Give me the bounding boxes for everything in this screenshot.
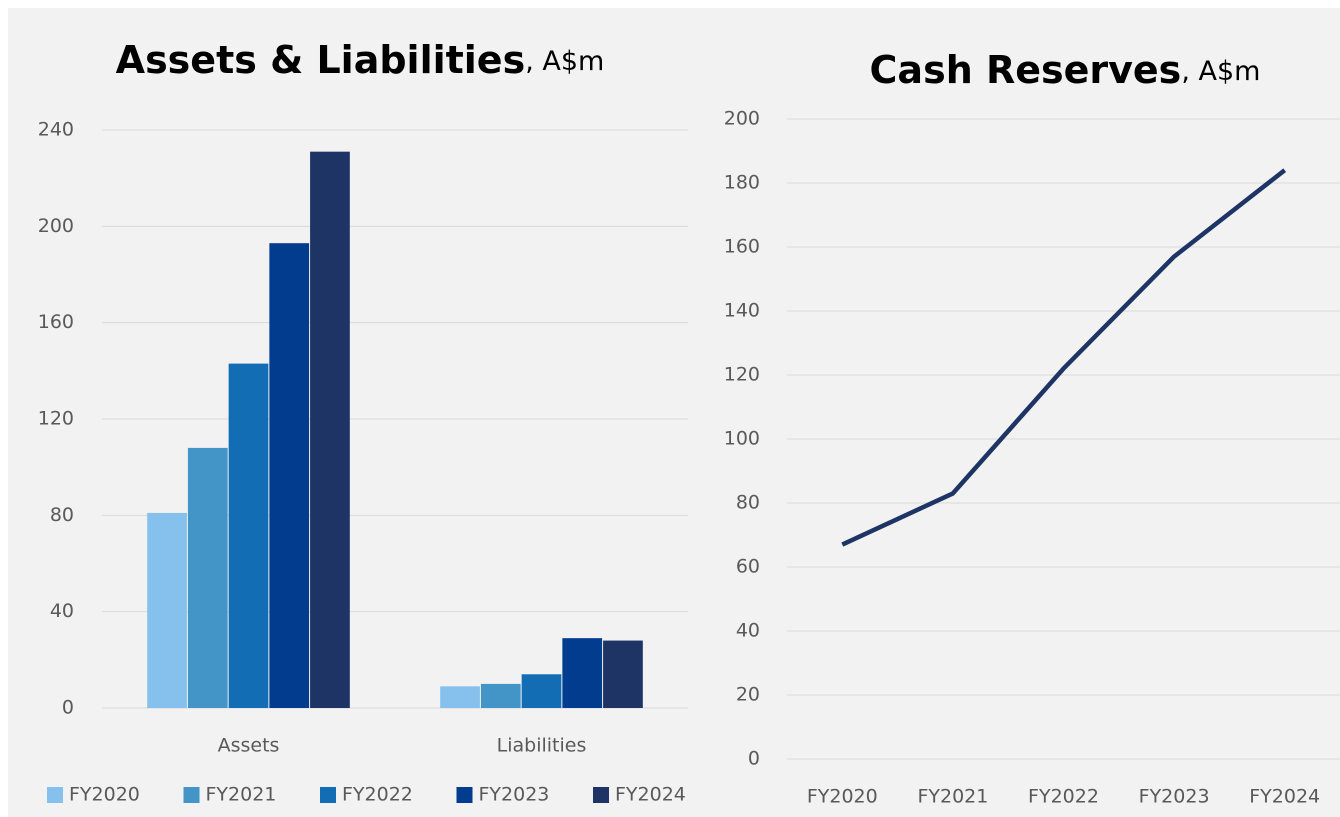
y-tick-label: 120: [724, 364, 760, 386]
x-tick-label: Assets: [218, 735, 280, 757]
legend-swatch: [47, 787, 63, 803]
bar: [562, 638, 603, 708]
chart-title: Assets & Liabilities, A$m: [116, 38, 605, 82]
bar: [310, 151, 350, 709]
title-suffix: , A$m: [525, 46, 604, 77]
bar: [521, 674, 562, 708]
x-tick-label: FY2024: [1249, 786, 1320, 808]
title-suffix: , A$m: [1181, 56, 1260, 87]
legend-swatch: [183, 787, 200, 803]
y-tick-label: 0: [748, 748, 760, 770]
legend-label: FY2022: [342, 784, 413, 806]
y-tick-label: 240: [38, 119, 74, 141]
y-tick-label: 200: [724, 108, 760, 130]
legend-label: FY2021: [206, 784, 277, 806]
legend-swatch: [593, 787, 609, 803]
legend-swatch: [456, 787, 473, 803]
y-tick-label: 160: [38, 311, 74, 333]
legend-swatch: [320, 787, 336, 803]
y-tick-label: 100: [724, 428, 760, 450]
y-tick-label: 140: [724, 300, 760, 322]
legend-label: FY2023: [479, 784, 550, 806]
x-tick-label: FY2021: [917, 786, 988, 808]
x-tick-label: FY2022: [1028, 786, 1099, 808]
legend-label: FY2020: [69, 784, 140, 806]
x-tick-label: FY2023: [1139, 786, 1210, 808]
y-tick-label: 40: [736, 620, 760, 642]
legend-label: FY2024: [615, 784, 686, 806]
bar: [440, 686, 480, 708]
y-tick-label: 180: [724, 172, 760, 194]
title-main: Assets & Liabilities: [116, 38, 526, 82]
y-tick-label: 200: [38, 215, 74, 237]
bar: [480, 683, 521, 708]
y-tick-label: 20: [736, 684, 760, 706]
y-tick-label: 80: [50, 504, 74, 526]
bar: [187, 447, 228, 708]
bar: [603, 640, 643, 708]
y-tick-label: 40: [50, 600, 74, 622]
bar: [269, 243, 310, 709]
title-main: Cash Reserves: [870, 48, 1182, 92]
x-tick-label: FY2020: [807, 786, 878, 808]
bar: [147, 512, 187, 708]
y-tick-label: 60: [736, 556, 760, 578]
bar: [228, 363, 269, 708]
chart-title: Cash Reserves, A$m: [870, 48, 1261, 92]
y-tick-label: 160: [724, 236, 760, 258]
line: [841, 168, 1287, 547]
y-tick-label: 0: [62, 697, 74, 719]
x-tick-label: Liabilities: [497, 735, 587, 757]
y-tick-label: 120: [38, 408, 74, 430]
y-tick-label: 80: [736, 492, 760, 514]
